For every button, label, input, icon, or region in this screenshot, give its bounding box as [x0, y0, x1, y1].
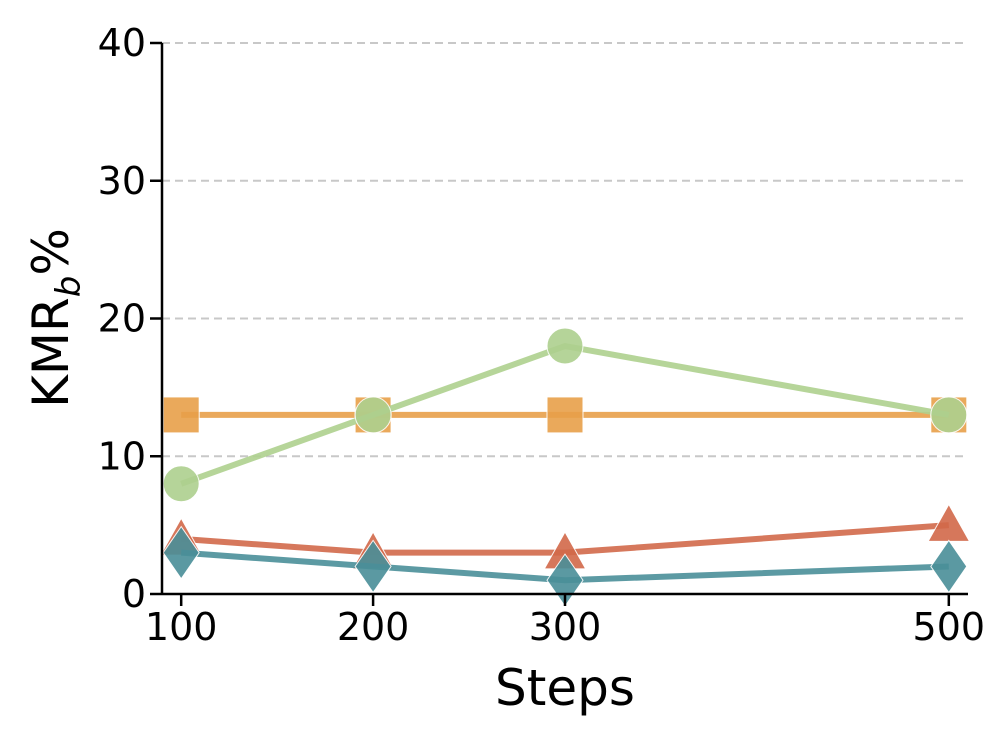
- series-line: [180, 522, 950, 556]
- data-point-circle: [546, 327, 584, 365]
- series-line: [180, 343, 950, 487]
- x-tick-label: 500: [913, 605, 986, 649]
- x-tick-label: 200: [337, 605, 410, 649]
- data-point-circle: [162, 465, 200, 503]
- y-tick-label: 40: [98, 21, 146, 65]
- data-point-circle: [354, 396, 392, 434]
- y-axis-title: KMRb%: [22, 228, 89, 408]
- series-diamond: [162, 525, 968, 608]
- data-point-square: [546, 396, 584, 434]
- data-point-diamond: [354, 539, 392, 594]
- ticks: 0 10 20 30 40 100 200 300 500: [98, 21, 985, 649]
- data-point-triangle: [927, 503, 971, 542]
- data-point-diamond: [930, 539, 968, 594]
- data-point-circle: [930, 396, 968, 434]
- series-circle: [162, 327, 968, 503]
- y-axis-title-suffix: %: [22, 228, 80, 276]
- data-point-diamond: [546, 553, 584, 608]
- y-tick-label: 0: [122, 572, 146, 616]
- series-layer: [159, 327, 971, 608]
- data-point-square: [162, 396, 200, 434]
- x-tick-label: 300: [529, 605, 602, 649]
- y-tick-label: 30: [98, 159, 146, 203]
- series-square: [162, 396, 968, 434]
- grid-lines: [162, 42, 968, 458]
- data-point-diamond: [162, 525, 200, 580]
- y-tick-label: 20: [98, 297, 146, 341]
- y-tick-label: 10: [98, 434, 146, 478]
- x-axis-title: Steps: [495, 659, 635, 717]
- y-axis-title-main: KMR: [22, 297, 80, 408]
- x-tick-label: 100: [145, 605, 218, 649]
- y-axis-title-subscript: b: [49, 276, 89, 298]
- series-line: [180, 549, 949, 584]
